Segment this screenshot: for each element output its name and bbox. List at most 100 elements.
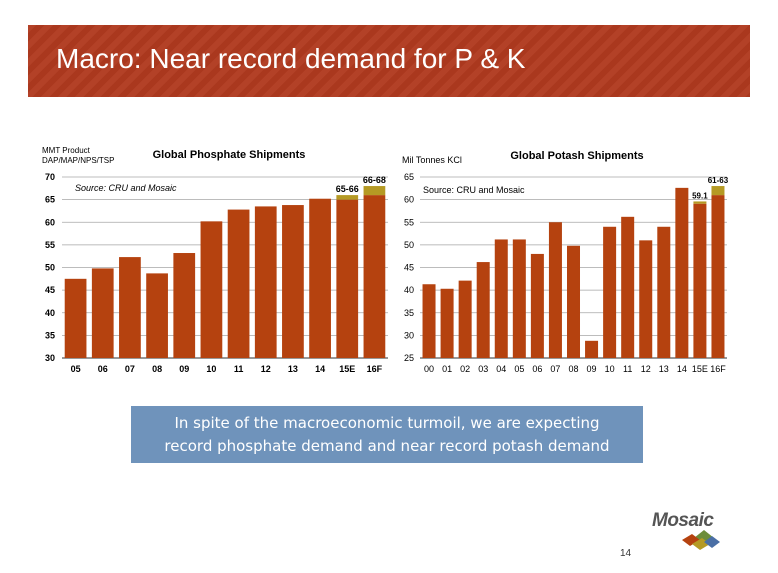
phosphate-bar bbox=[282, 205, 304, 358]
phosphate-x-tick-label: 08 bbox=[152, 364, 162, 374]
potash-range-bar bbox=[693, 201, 707, 204]
potash-data-label: 59.1 bbox=[692, 191, 708, 200]
phosphate-bar bbox=[146, 273, 168, 358]
phosphate-y-tick-label: 35 bbox=[45, 330, 55, 340]
potash-x-tick-label: 16F bbox=[710, 364, 726, 374]
potash-bar bbox=[675, 187, 689, 358]
potash-y-tick-label: 35 bbox=[404, 308, 414, 318]
phosphate-x-tick-label: 15E bbox=[339, 364, 355, 374]
potash-x-tick-label: 06 bbox=[532, 364, 542, 374]
potash-x-tick-label: 14 bbox=[677, 364, 687, 374]
potash-x-tick-label: 02 bbox=[460, 364, 470, 374]
potash-y-tick-label: 30 bbox=[404, 330, 414, 340]
mosaic-logo: Mosaic bbox=[652, 510, 732, 554]
potash-x-tick-label: 08 bbox=[568, 364, 578, 374]
phosphate-bar bbox=[200, 221, 223, 358]
phosphate-x-tick-label: 05 bbox=[71, 364, 81, 374]
logo-mark-icon bbox=[682, 530, 720, 550]
potash-x-tick-label: 15E bbox=[692, 364, 708, 374]
phosphate-bar bbox=[363, 195, 386, 358]
phosphate-y-tick-label: 55 bbox=[45, 240, 55, 250]
potash-x-tick-label: 11 bbox=[623, 364, 632, 374]
phosphate-source: Source: CRU and Mosaic bbox=[75, 183, 177, 193]
phosphate-bar bbox=[91, 268, 114, 358]
potash-bar bbox=[440, 288, 454, 358]
callout-line-2: record phosphate demand and near record … bbox=[164, 437, 610, 455]
phosphate-x-tick-label: 10 bbox=[206, 364, 216, 374]
potash-y-tick-label: 65 bbox=[404, 172, 414, 182]
potash-y-tick-label: 25 bbox=[404, 353, 414, 363]
potash-y-tick-label: 55 bbox=[404, 217, 414, 227]
phosphate-range-bar bbox=[336, 195, 359, 200]
phosphate-bar bbox=[64, 278, 87, 358]
phosphate-bar bbox=[336, 199, 359, 358]
potash-bar bbox=[530, 253, 544, 358]
phosphate-x-tick-label: 09 bbox=[179, 364, 189, 374]
potash-y-tick-label: 60 bbox=[404, 195, 414, 205]
title-bar: Macro: Near record demand for P & K bbox=[28, 25, 750, 97]
phosphate-y-tick-label: 65 bbox=[45, 195, 55, 205]
callout-box: In spite of the macroeconomic turmoil, w… bbox=[131, 406, 643, 463]
potash-x-tick-label: 12 bbox=[641, 364, 651, 374]
phosphate-data-label: 65-66 bbox=[336, 184, 359, 194]
potash-bar bbox=[476, 262, 490, 358]
potash-x-tick-label: 01 bbox=[442, 364, 452, 374]
logo-text: Mosaic bbox=[652, 510, 714, 531]
potash-bar bbox=[494, 239, 508, 358]
potash-bar bbox=[711, 195, 725, 358]
potash-title: Global Potash Shipments bbox=[510, 150, 643, 162]
phosphate-y-tick-label: 45 bbox=[45, 285, 55, 295]
potash-y-tick-label: 50 bbox=[404, 240, 414, 250]
potash-x-tick-label: 05 bbox=[514, 364, 524, 374]
phosphate-bar bbox=[173, 253, 196, 358]
phosphate-y-tick-label: 60 bbox=[45, 217, 55, 227]
potash-x-tick-label: 04 bbox=[496, 364, 506, 374]
potash-data-label: 61-63 bbox=[708, 176, 729, 185]
phosphate-x-tick-label: 12 bbox=[261, 364, 271, 374]
phosphate-y-tick-label: 50 bbox=[45, 263, 55, 273]
potash-bar bbox=[657, 226, 671, 358]
potash-bar bbox=[621, 216, 635, 358]
potash-x-tick-label: 10 bbox=[605, 364, 615, 374]
potash-x-tick-label: 00 bbox=[424, 364, 434, 374]
potash-bar bbox=[422, 284, 436, 358]
phosphate-x-tick-label: 11 bbox=[234, 364, 244, 374]
potash-bar bbox=[585, 340, 599, 358]
phosphate-x-tick-label: 13 bbox=[288, 364, 298, 374]
potash-x-tick-label: 13 bbox=[659, 364, 669, 374]
potash-x-tick-label: 09 bbox=[587, 364, 597, 374]
potash-bar bbox=[693, 203, 707, 358]
potash-source: Source: CRU and Mosaic bbox=[423, 185, 525, 195]
potash-x-tick-label: 07 bbox=[550, 364, 560, 374]
phosphate-y-tick-label: 30 bbox=[45, 353, 55, 363]
phosphate-ylabel-line2: DAP/MAP/NPS/TSP bbox=[42, 156, 114, 165]
phosphate-bar bbox=[119, 257, 141, 358]
phosphate-y-tick-label: 70 bbox=[45, 172, 55, 182]
phosphate-data-label: 66-68 bbox=[363, 175, 386, 185]
phosphate-x-tick-label: 14 bbox=[315, 364, 325, 374]
phosphate-bar bbox=[254, 206, 277, 358]
potash-bar bbox=[639, 240, 653, 358]
potash-x-tick-label: 03 bbox=[478, 364, 488, 374]
phosphate-range-bar bbox=[363, 186, 386, 196]
potash-range-bar bbox=[711, 186, 725, 196]
potash-bar bbox=[566, 245, 581, 358]
potash-bar bbox=[512, 239, 526, 358]
callout-line-1: In spite of the macroeconomic turmoil, w… bbox=[174, 414, 600, 432]
potash-ylabel: Mil Tonnes KCl bbox=[402, 155, 462, 165]
potash-y-tick-label: 40 bbox=[404, 285, 414, 295]
phosphate-title: Global Phosphate Shipments bbox=[153, 149, 306, 161]
phosphate-y-tick-label: 40 bbox=[45, 308, 55, 318]
potash-y-tick-label: 45 bbox=[404, 263, 414, 273]
page-number: 14 bbox=[620, 548, 632, 559]
potash-bar bbox=[458, 280, 472, 358]
phosphate-ylabel-line1: MMT Product bbox=[42, 146, 91, 155]
phosphate-bar bbox=[227, 209, 250, 358]
potash-bar bbox=[548, 222, 562, 358]
slide-title: Macro: Near record demand for P & K bbox=[56, 43, 526, 74]
phosphate-x-tick-label: 07 bbox=[125, 364, 135, 374]
phosphate-bar bbox=[309, 198, 331, 358]
phosphate-x-tick-label: 06 bbox=[98, 364, 108, 374]
